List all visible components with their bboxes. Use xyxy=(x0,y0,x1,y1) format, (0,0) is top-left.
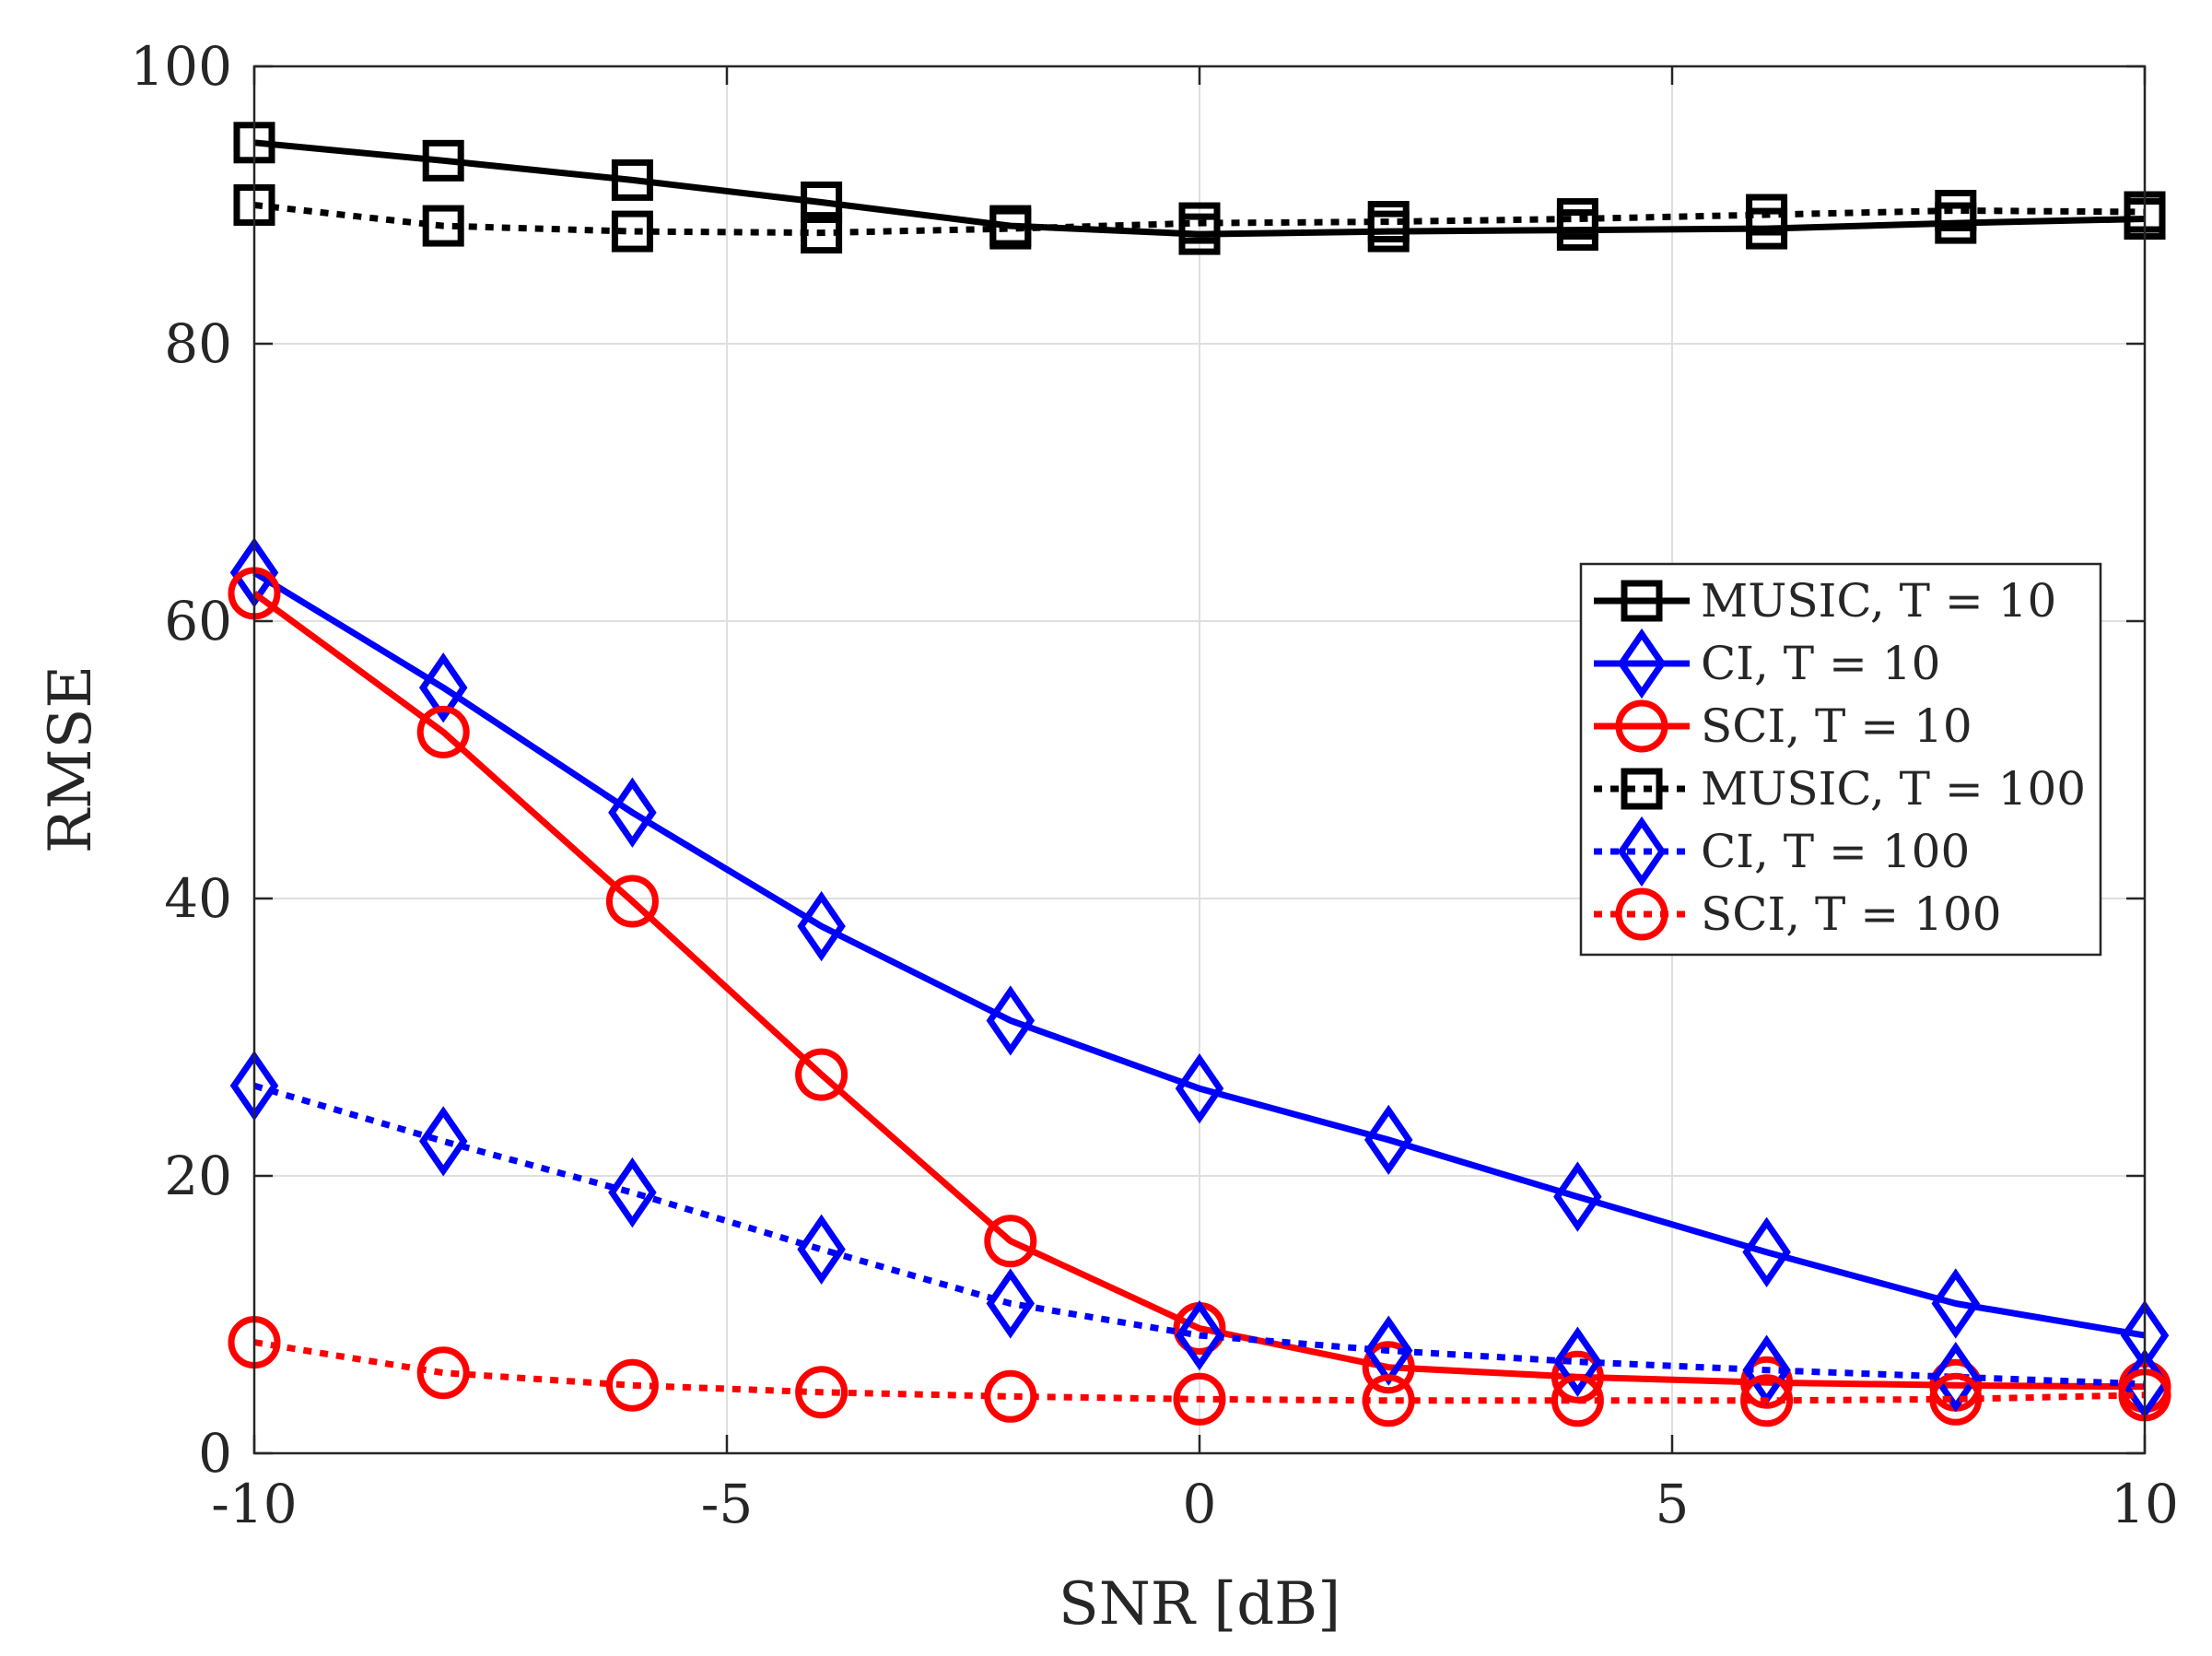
data-point-square xyxy=(989,207,1032,250)
y-axis-title: RMSE xyxy=(37,665,105,853)
data-point-circle xyxy=(984,1215,1037,1268)
series-line xyxy=(252,591,2146,1391)
y-tick-label: 60 xyxy=(164,590,232,652)
legend-marker-diamond xyxy=(1617,816,1667,887)
x-tick-label: 10 xyxy=(2111,1473,2179,1535)
legend-box xyxy=(1579,562,2102,957)
data-point-circle xyxy=(605,875,659,928)
legend-item-4: MUSIC, T = 100 xyxy=(1594,762,2086,816)
x-tick-label: -10 xyxy=(211,1473,297,1535)
data-point-square xyxy=(1556,198,1598,241)
data-point-diamond xyxy=(1553,1161,1602,1232)
x-tick-label: 0 xyxy=(1183,1473,1217,1535)
data-point-circle xyxy=(605,1358,659,1412)
data-point-square xyxy=(1178,202,1221,244)
data-point-circle xyxy=(795,1048,849,1101)
data-point-circle xyxy=(1173,1372,1226,1426)
data-point-circle xyxy=(1551,1350,1604,1403)
data-point-square xyxy=(611,159,653,201)
legend-label: CI, T = 10 xyxy=(1701,637,1940,690)
data-point-square xyxy=(611,210,653,253)
data-point-diamond xyxy=(1363,1104,1413,1176)
data-point-square xyxy=(801,181,843,223)
data-point-diamond xyxy=(418,652,468,723)
legend-label: MUSIC, T = 10 xyxy=(1701,574,2056,628)
x-tick-label: -5 xyxy=(701,1473,754,1535)
series-layer xyxy=(228,122,2171,1427)
series-line xyxy=(252,570,2146,1339)
data-point-circle xyxy=(1929,1372,1983,1426)
series-6 xyxy=(228,1316,2171,1427)
legend-label: CI, T = 100 xyxy=(1701,825,1970,878)
series-line xyxy=(253,1339,2146,1404)
legend-label: SCI, T = 10 xyxy=(1701,699,1972,753)
legend-marker-circle xyxy=(1615,699,1668,753)
data-point-diamond xyxy=(608,1157,657,1228)
legend-marker-square xyxy=(1621,768,1663,810)
data-point-diamond xyxy=(1742,1216,1791,1287)
data-point-diamond xyxy=(1175,1053,1224,1124)
series-line xyxy=(253,202,2146,237)
legend-item-1: MUSIC, T = 10 xyxy=(1594,574,2056,628)
data-point-diamond xyxy=(797,1214,846,1285)
y-tick-label: 0 xyxy=(198,1422,232,1485)
y-tick-label: 40 xyxy=(164,867,232,930)
legend: MUSIC, T = 10 CI, T = 10 SCI, T = 10 MUSIC,… xyxy=(1579,562,2102,957)
series-line xyxy=(253,1082,2146,1388)
data-point-diamond xyxy=(1175,1299,1224,1371)
data-point-diamond xyxy=(1553,1326,1602,1397)
series-line xyxy=(253,139,2146,238)
data-point-square xyxy=(801,212,843,254)
legend-item-2: CI, T = 10 xyxy=(1594,628,1940,699)
data-point-circle xyxy=(1740,1374,1794,1427)
data-point-circle xyxy=(1362,1374,1415,1427)
data-point-square xyxy=(1935,190,1977,232)
x-tick-label: 5 xyxy=(1656,1473,1690,1535)
data-point-diamond xyxy=(608,777,657,848)
y-tick-label: 80 xyxy=(164,312,232,375)
data-point-circle xyxy=(416,1346,470,1400)
data-point-square xyxy=(1746,194,1788,236)
data-point-square xyxy=(1367,201,1410,243)
data-point-diamond xyxy=(986,1268,1036,1339)
legend-marker-diamond xyxy=(1617,628,1667,699)
data-point-diamond xyxy=(1931,1268,1981,1339)
legend-label: MUSIC, T = 100 xyxy=(1701,762,2086,816)
data-point-circle xyxy=(416,705,470,758)
legend-item-5: CI, T = 100 xyxy=(1594,816,1970,887)
data-point-diamond xyxy=(1931,1342,1981,1413)
y-tick-label: 20 xyxy=(164,1145,232,1207)
data-point-circle xyxy=(984,1369,1037,1423)
legend-marker-circle xyxy=(1615,887,1668,941)
x-axis-title: SNR [dB] xyxy=(1059,1570,1340,1638)
legend-item-6: SCI, T = 100 xyxy=(1594,887,2002,941)
data-point-square xyxy=(422,205,464,247)
y-tick-label: 100 xyxy=(130,35,232,98)
data-point-square xyxy=(422,139,464,182)
data-point-circle xyxy=(1740,1356,1794,1409)
legend-label: SCI, T = 100 xyxy=(1701,887,2002,941)
legend-item-3: SCI, T = 10 xyxy=(1594,699,1972,753)
legend-marker-square xyxy=(1621,580,1663,622)
data-point-circle xyxy=(1362,1341,1415,1394)
data-point-circle xyxy=(795,1366,849,1419)
data-point-diamond xyxy=(797,890,846,962)
data-point-circle xyxy=(1551,1374,1604,1427)
data-point-diamond xyxy=(418,1106,468,1177)
data-point-diamond xyxy=(986,985,1036,1056)
